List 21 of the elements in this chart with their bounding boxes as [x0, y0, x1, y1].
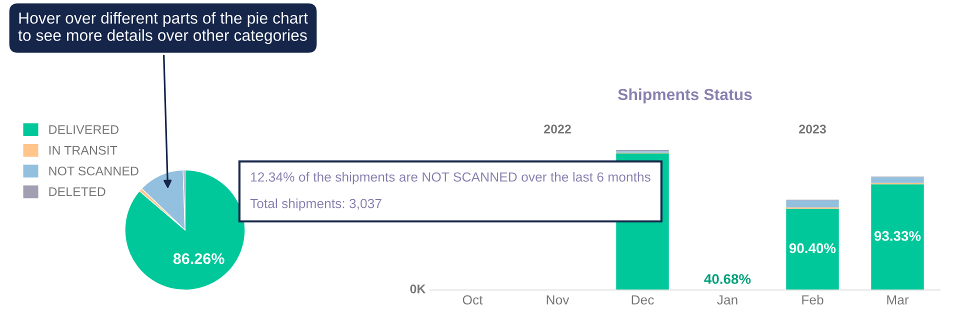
annotation: 40.68% [704, 274, 751, 284]
x-tick-label: Nov [546, 295, 570, 305]
chart-title: Shipments Status [618, 88, 752, 104]
legend-label: IN TRANSIT [49, 146, 118, 155]
x-tick-label: Feb [802, 294, 824, 305]
text: Total shipments: 3,037 [250, 198, 382, 211]
x-tick-label: Oct [462, 295, 483, 305]
text: Hover over different parts of the pie chart to see more details over other categories [18, 12, 308, 44]
legend-label: DELETED [49, 187, 106, 196]
data-label: 86.26% [173, 253, 224, 264]
x-tick-label: Mar [887, 295, 909, 305]
text: 2022 [544, 124, 571, 134]
x-tick-label: Jan [717, 295, 738, 305]
legend-label: DELIVERED [49, 125, 119, 134]
annotation: 93.33% [874, 231, 921, 241]
text: 2023 [799, 124, 826, 134]
annotation: 12.34% of the shipments are NOT SCANNED over the last 6 months [251, 172, 650, 184]
legend-label: NOT SCANNED [49, 166, 138, 176]
annotation: 90.40% [789, 243, 836, 254]
x-tick-label: Dec [632, 295, 654, 305]
text: 0K [410, 284, 426, 294]
